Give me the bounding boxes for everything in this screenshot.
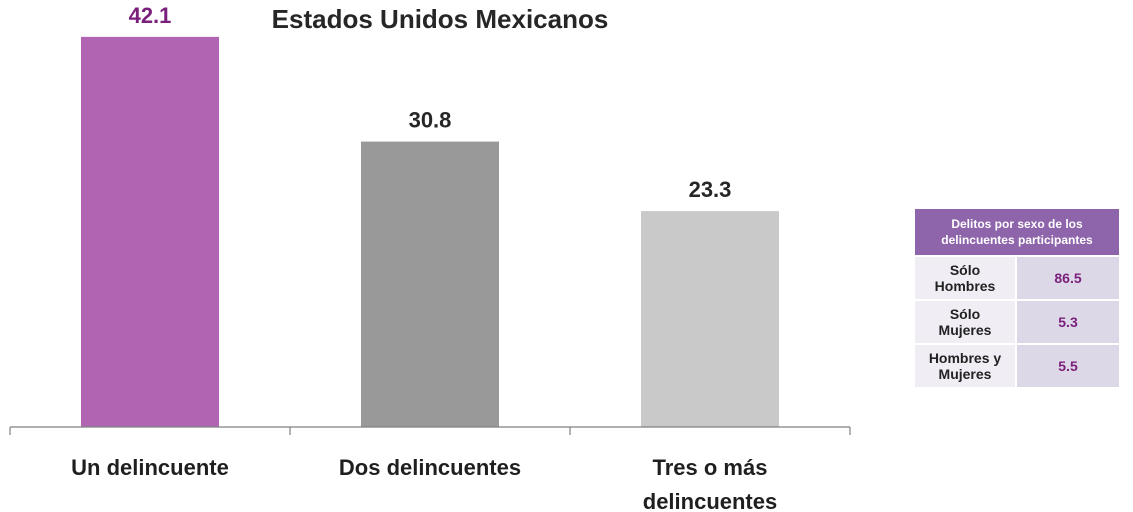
bar-value-label: 23.3 — [689, 177, 732, 202]
bar — [641, 211, 779, 427]
table-row: Sólo Hombres 86.5 — [913, 255, 1121, 301]
row-label: Sólo Hombres — [913, 255, 1017, 301]
row-value: 86.5 — [1015, 255, 1121, 301]
row-label-line: Mujeres — [938, 322, 992, 338]
bar-value-label: 42.1 — [129, 3, 172, 28]
chart-title: Estados Unidos Mexicanos — [271, 4, 609, 34]
x-tick-label: Dos delincuentes — [339, 455, 521, 480]
row-label-line: Hombres y — [928, 350, 1002, 366]
table-header-line-1: Delitos por sexo de los — [951, 217, 1083, 231]
table-header: Delitos por sexo de los delincuentes par… — [913, 207, 1121, 257]
row-label: Sólo Mujeres — [913, 299, 1017, 345]
row-label-line: Sólo — [949, 262, 981, 278]
bar — [81, 36, 219, 428]
row-label: Hombres y Mujeres — [913, 343, 1017, 389]
table-header-row: Delitos por sexo de los delincuentes par… — [913, 207, 1121, 257]
delitos-por-sexo-table: Delitos por sexo de los delincuentes par… — [913, 207, 1121, 389]
bar — [361, 141, 499, 427]
row-value: 5.3 — [1015, 299, 1121, 345]
row-label-line: Sólo — [949, 306, 981, 322]
x-tick-label: Tres o más — [653, 455, 768, 480]
table-row: Hombres y Mujeres 5.5 — [913, 343, 1121, 389]
row-label-line: Mujeres — [938, 366, 992, 382]
row-value: 5.5 — [1015, 343, 1121, 389]
bar-chart: 42.1 Un delincuente 30.8 Dos delincuentes 23… — [9, 3, 851, 512]
x-tick-label: Un delincuente — [71, 455, 229, 480]
x-tick-label: delincuentes — [643, 489, 777, 512]
table-header-line-2: delincuentes participantes — [941, 233, 1093, 247]
bar-value-label: 30.8 — [409, 108, 452, 133]
table-row: Sólo Mujeres 5.3 — [913, 299, 1121, 345]
row-label-line: Hombres — [934, 278, 996, 294]
